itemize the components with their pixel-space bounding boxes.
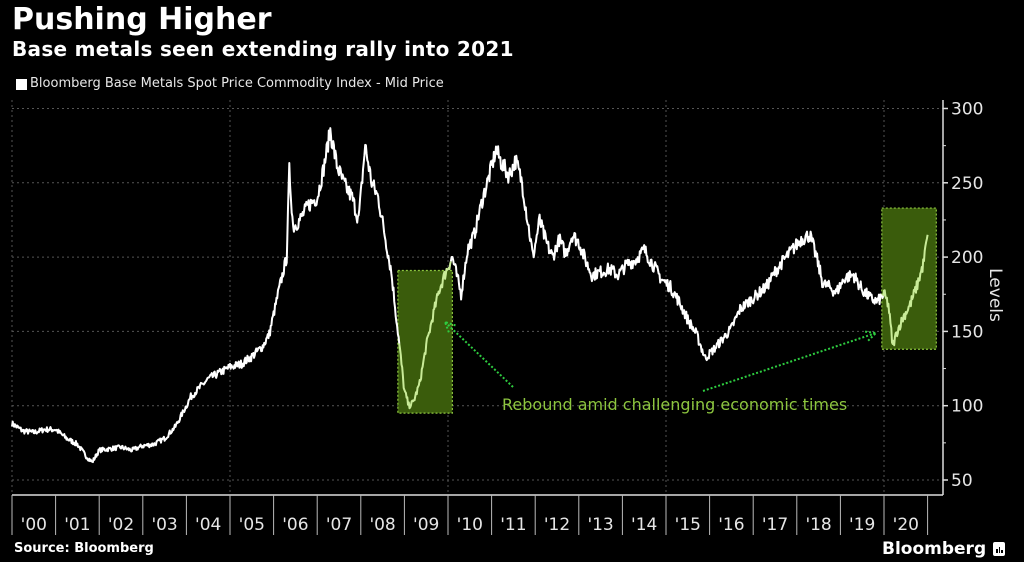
y-tick-label: 250 [951,174,983,194]
highlight-boxes [397,207,937,414]
x-tick-label: '20 [893,515,919,535]
x-tick-label: '06 [282,515,308,535]
bloomberg-logo: Bloomberg [882,539,1006,559]
legend: Bloomberg Base Metals Spot Price Commodi… [16,76,444,92]
x-tick-label: '05 [239,515,265,535]
y-tick-label: 150 [951,322,983,342]
y-tick-label: 50 [951,471,973,491]
x-tick-label: '13 [587,515,613,535]
annotations: Rebound amid challenging economic times [443,320,879,414]
x-tick-label: '17 [762,515,788,535]
chart-subtitle: Base metals seen extending rally into 20… [12,37,514,61]
chart-title: Pushing Higher [12,2,272,37]
series-line [449,145,885,362]
grid-lines [11,100,943,495]
x-tick-label: '01 [64,515,90,535]
x-tick-label: '10 [457,515,483,535]
highlighted-series-line [882,234,929,347]
x-tick-label: '12 [544,515,570,535]
x-tick-label: '04 [195,515,221,535]
y-tick-label: 300 [951,100,983,120]
highlighted-series-line [398,261,452,410]
legend-label: Bloomberg Base Metals Spot Price Commodi… [30,76,444,91]
x-tick-label: '02 [108,515,134,535]
series-lines [11,127,929,464]
x-tick-label: '18 [805,515,831,535]
x-tick-label: '16 [718,515,744,535]
annotation-arrow-2020 [702,332,877,392]
series-line [11,127,401,464]
x-tick-label: '08 [369,515,395,535]
x-tick-label: '00 [21,515,47,535]
x-tick-label: '09 [413,515,439,535]
x-tick-label: '07 [326,515,352,535]
y-tick-label: 200 [951,248,983,268]
highlight-box [881,207,937,350]
brand-text: Bloomberg [882,539,987,559]
x-tick-label: '15 [675,515,701,535]
x-tick-label: '11 [500,515,526,535]
axes: 50 100 150 200 250 300 '00 '01 '02 '03 '04 '05 '06 '0… [11,100,1005,535]
y-axis-label: Levels [985,268,1005,322]
x-tick-label: '03 [151,515,177,535]
annotation-text: Rebound amid challenging economic times [502,395,847,414]
source-note: Source: Bloomberg [14,541,154,556]
x-tick-label: '19 [849,515,875,535]
y-tick-label: 100 [951,397,983,417]
x-tick-label: '14 [631,515,657,535]
highlight-box [397,269,453,414]
legend-swatch [16,78,27,90]
bloomberg-chart-icon [993,542,1006,556]
